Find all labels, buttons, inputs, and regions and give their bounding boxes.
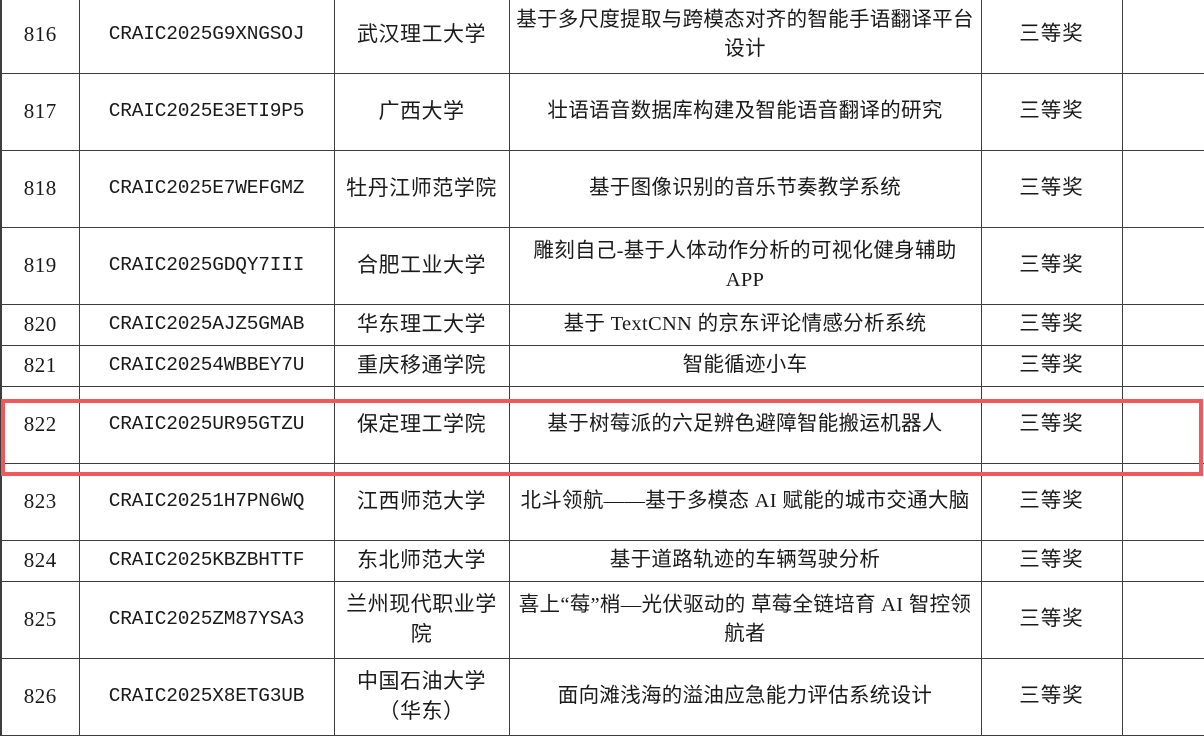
row-award: 三等奖 bbox=[980, 581, 1123, 659]
table-row: 818 CRAIC2025E7WEFGMZ 牡丹江师范学院 基于图像识别的音乐节… bbox=[0, 150, 1204, 228]
row-institution: 华东理工大学 bbox=[333, 304, 510, 346]
row-institution: 合肥工业大学 bbox=[333, 227, 510, 305]
row-note bbox=[1121, 304, 1204, 346]
table-row: 816 CRAIC2025G9XNGSOJ 武汉理工大学 基于多尺度提取与跨模态… bbox=[0, 0, 1204, 74]
row-code: CRAIC2025E7WEFGMZ bbox=[78, 150, 335, 228]
row-code: CRAIC2025E3ETI9P5 bbox=[78, 73, 335, 151]
table-row: 819 CRAIC2025GDQY7III 合肥工业大学 雕刻自己-基于人体动作… bbox=[0, 227, 1204, 305]
row-institution: 牡丹江师范学院 bbox=[333, 150, 510, 228]
table-row: 825 CRAIC2025ZM87YSA3 兰州现代职业学院 喜上“莓”梢—光伏… bbox=[0, 581, 1204, 659]
row-title: 雕刻自己-基于人体动作分析的可视化健身辅助 APP bbox=[508, 227, 982, 305]
row-title: 壮语语音数据库构建及智能语音翻译的研究 bbox=[508, 73, 982, 151]
row-note bbox=[1121, 386, 1204, 464]
row-serial: 822 bbox=[0, 386, 80, 464]
table-row: 826 CRAIC2025X8ETG3UB 中国石油大学（华东） 面向滩浅海的溢… bbox=[0, 658, 1204, 736]
row-code: CRAIC2025KBZBHTTF bbox=[78, 540, 335, 582]
row-serial: 818 bbox=[0, 150, 80, 228]
row-note bbox=[1121, 73, 1204, 151]
row-title: 北斗领航——基于多模态 AI 赋能的城市交通大脑 bbox=[508, 463, 982, 541]
row-code: CRAIC20254WBBEY7U bbox=[78, 345, 335, 387]
row-serial: 821 bbox=[0, 345, 80, 387]
row-award: 三等奖 bbox=[980, 658, 1123, 736]
row-award: 三等奖 bbox=[980, 345, 1123, 387]
row-code: CRAIC2025ZM87YSA3 bbox=[78, 581, 335, 659]
row-serial: 824 bbox=[0, 540, 80, 582]
row-note bbox=[1121, 0, 1204, 74]
row-award: 三等奖 bbox=[980, 150, 1123, 228]
row-serial: 816 bbox=[0, 0, 80, 74]
row-note bbox=[1121, 345, 1204, 387]
row-institution: 东北师范大学 bbox=[333, 540, 510, 582]
row-institution: 广西大学 bbox=[333, 73, 510, 151]
row-title: 喜上“莓”梢—光伏驱动的 草莓全链培育 AI 智控领航者 bbox=[508, 581, 982, 659]
row-serial: 819 bbox=[0, 227, 80, 305]
table-row: 824 CRAIC2025KBZBHTTF 东北师范大学 基于道路轨迹的车辆驾驶… bbox=[0, 540, 1204, 582]
table-row: 817 CRAIC2025E3ETI9P5 广西大学 壮语语音数据库构建及智能语… bbox=[0, 73, 1204, 151]
row-institution: 保定理工学院 bbox=[333, 386, 510, 464]
row-code: CRAIC2025GDQY7III bbox=[78, 227, 335, 305]
row-serial: 825 bbox=[0, 581, 80, 659]
row-title: 基于 TextCNN 的京东评论情感分析系统 bbox=[508, 304, 982, 346]
table-row: 820 CRAIC2025AJZ5GMAB 华东理工大学 基于 TextCNN … bbox=[0, 304, 1204, 346]
row-award: 三等奖 bbox=[980, 0, 1123, 74]
row-title: 智能循迹小车 bbox=[508, 345, 982, 387]
row-note bbox=[1121, 150, 1204, 228]
row-serial: 817 bbox=[0, 73, 80, 151]
row-code: CRAIC2025UR95GTZU bbox=[78, 386, 335, 464]
row-institution: 武汉理工大学 bbox=[333, 0, 510, 74]
row-title: 基于图像识别的音乐节奏教学系统 bbox=[508, 150, 982, 228]
row-institution: 兰州现代职业学院 bbox=[333, 581, 510, 659]
table-row: 821 CRAIC20254WBBEY7U 重庆移通学院 智能循迹小车 三等奖 bbox=[0, 345, 1204, 387]
row-code: CRAIC20251H7PN6WQ bbox=[78, 463, 335, 541]
row-award: 三等奖 bbox=[980, 540, 1123, 582]
row-award: 三等奖 bbox=[980, 73, 1123, 151]
row-title: 基于树莓派的六足辨色避障智能搬运机器人 bbox=[508, 386, 982, 464]
table-row: 823 CRAIC20251H7PN6WQ 江西师范大学 北斗领航——基于多模态… bbox=[0, 463, 1204, 541]
row-code: CRAIC2025G9XNGSOJ bbox=[78, 0, 335, 74]
row-code: CRAIC2025X8ETG3UB bbox=[78, 658, 335, 736]
row-serial: 823 bbox=[0, 463, 80, 541]
row-title: 基于道路轨迹的车辆驾驶分析 bbox=[508, 540, 982, 582]
row-note bbox=[1121, 540, 1204, 582]
row-award: 三等奖 bbox=[980, 463, 1123, 541]
row-serial: 820 bbox=[0, 304, 80, 346]
row-note bbox=[1121, 581, 1204, 659]
table-row-highlighted: 822 CRAIC2025UR95GTZU 保定理工学院 基于树莓派的六足辨色避… bbox=[0, 386, 1204, 464]
row-institution: 江西师范大学 bbox=[333, 463, 510, 541]
row-title: 基于多尺度提取与跨模态对齐的智能手语翻译平台设计 bbox=[508, 0, 982, 74]
row-award: 三等奖 bbox=[980, 304, 1123, 346]
row-title: 面向滩浅海的溢油应急能力评估系统设计 bbox=[508, 658, 982, 736]
row-note bbox=[1121, 227, 1204, 305]
row-serial: 826 bbox=[0, 658, 80, 736]
row-note bbox=[1121, 463, 1204, 541]
row-code: CRAIC2025AJZ5GMAB bbox=[78, 304, 335, 346]
row-institution: 重庆移通学院 bbox=[333, 345, 510, 387]
row-award: 三等奖 bbox=[980, 386, 1123, 464]
row-note bbox=[1121, 658, 1204, 736]
row-institution: 中国石油大学（华东） bbox=[333, 658, 510, 736]
row-award: 三等奖 bbox=[980, 227, 1123, 305]
